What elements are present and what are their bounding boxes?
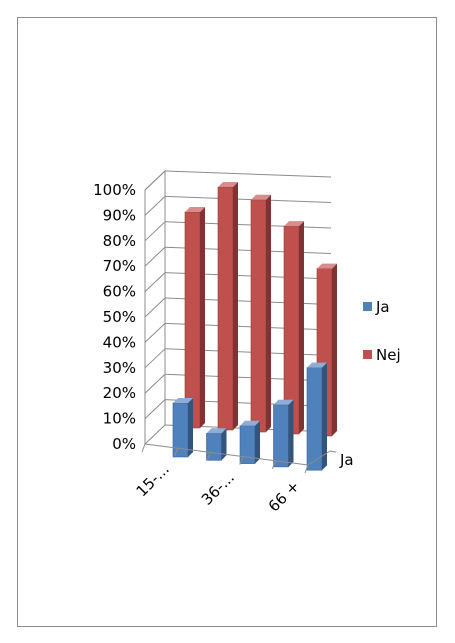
- bar-nej: [283, 221, 304, 435]
- bar-nej: [184, 207, 205, 429]
- y-tick-label: 50%: [103, 308, 136, 326]
- chart-frame: 0% 10% 20% 30% 40% 50% 60% 70% 80% 90% 100% 15-...…: [17, 17, 437, 627]
- x-category-label: 66 +: [265, 477, 303, 515]
- side-gridline: [144, 196, 166, 216]
- side-gridline: [144, 399, 166, 419]
- bar-ja: [306, 362, 327, 471]
- legend: Ja Nej: [363, 298, 401, 364]
- x-category-label: 15-...: [133, 460, 173, 500]
- y-tick-label: 100%: [93, 181, 136, 199]
- bars: [172, 182, 337, 471]
- side-gridline: [144, 348, 166, 369]
- y-tick-label: 10%: [103, 410, 136, 428]
- bar-nej: [217, 182, 238, 431]
- x-tick: [174, 448, 179, 457]
- legend-label-ja: Ja: [375, 298, 390, 316]
- bar-ja: [172, 398, 193, 458]
- y-tick-label: 40%: [103, 333, 136, 351]
- bar-nej: [250, 194, 271, 433]
- x-category-label: 36-...: [198, 469, 238, 509]
- bar-ja: [239, 420, 260, 464]
- y-tick-label: 80%: [103, 232, 136, 250]
- x-tick: [206, 452, 211, 461]
- x-tick: [141, 443, 146, 453]
- side-gridline: [144, 424, 166, 445]
- y-tick-label: 0%: [112, 435, 136, 453]
- y-tick-label: 90%: [103, 206, 136, 224]
- gridline: [164, 195, 332, 203]
- side-gridline: [144, 170, 166, 191]
- depth-axis-label: Ja: [339, 451, 354, 469]
- x-tick: [271, 460, 276, 469]
- y-tick-label: 30%: [103, 359, 136, 377]
- chart-svg: 0% 10% 20% 30% 40% 50% 60% 70% 80% 90% 100% 15-...…: [93, 170, 401, 515]
- y-tick-label: 20%: [103, 384, 136, 402]
- legend-swatch-ja: [363, 302, 372, 311]
- x-tick: [304, 464, 309, 474]
- legend-label-nej: Nej: [376, 346, 401, 364]
- side-gridline: [144, 323, 166, 343]
- x-tick: [239, 456, 244, 465]
- side-gridline: [144, 373, 166, 394]
- floor-front-edge: [144, 443, 309, 466]
- bar-ja: [273, 399, 294, 468]
- floor-right-edge: [307, 450, 331, 466]
- side-gridline: [144, 246, 166, 267]
- side-gridline: [144, 272, 166, 292]
- side-gridline: [144, 221, 166, 242]
- y-tick-label: 70%: [103, 257, 136, 275]
- gridline: [164, 170, 332, 178]
- y-tick-label: 60%: [103, 283, 136, 301]
- legend-swatch-nej: [363, 350, 372, 359]
- y-axis: 0% 10% 20% 30% 40% 50% 60% 70% 80% 90% 100%: [93, 181, 146, 453]
- side-gridline: [144, 297, 166, 318]
